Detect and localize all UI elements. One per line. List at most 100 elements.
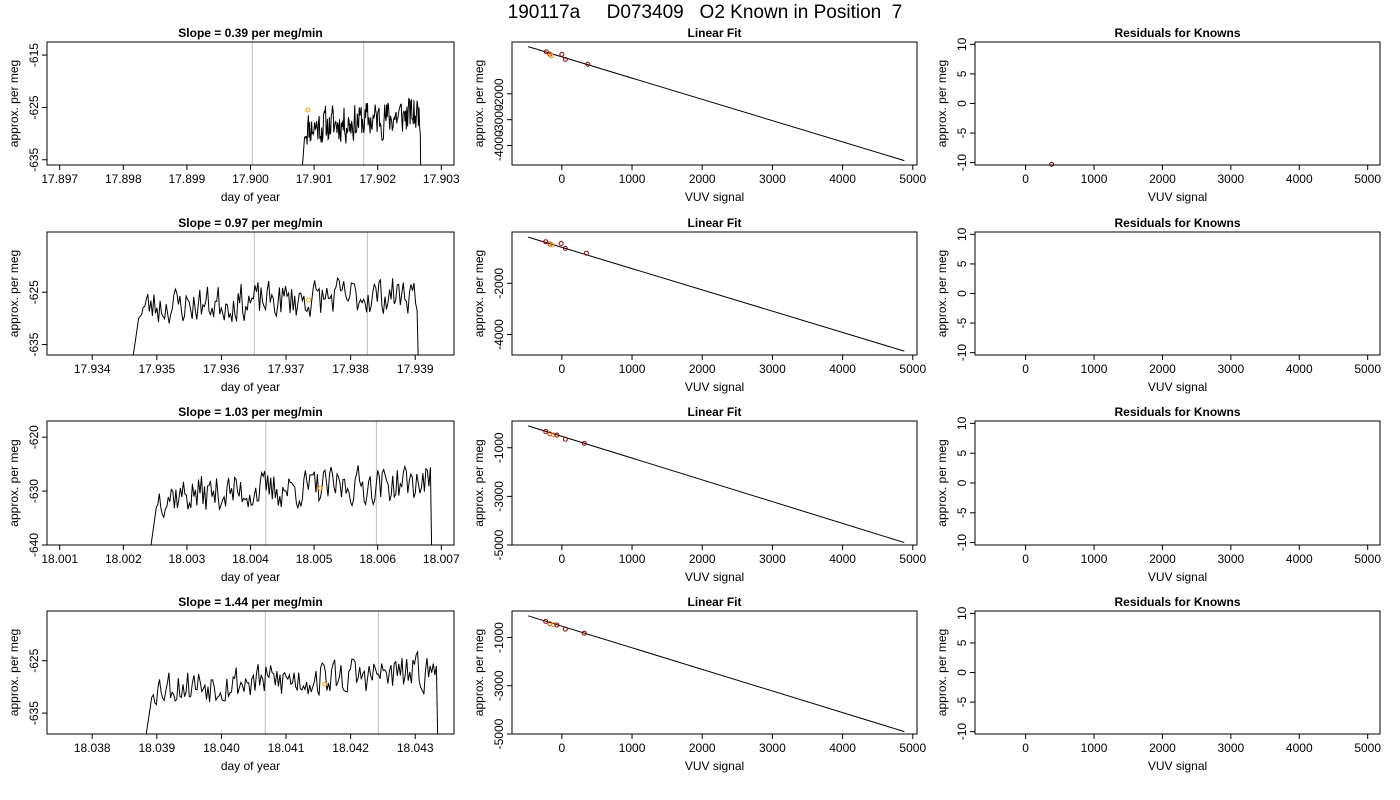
signal-trace — [132, 276, 419, 355]
y-tick-label: -10 — [955, 344, 969, 362]
y-axis-label: approx. per meg — [7, 439, 21, 526]
x-tick-label: 5000 — [899, 552, 926, 566]
y-tick-label: -3000 — [492, 104, 506, 135]
x-tick-label: 3000 — [1218, 552, 1245, 566]
x-axis-label: VUV signal — [685, 190, 744, 204]
y-tick-label: -625 — [27, 280, 41, 304]
data-point — [549, 242, 555, 248]
data-point — [585, 61, 591, 67]
panel-resid-2: Residuals for Knowns 0 1000 2000 3000 4000 500… — [935, 216, 1381, 394]
x-tick-label: 1000 — [619, 362, 646, 376]
data-point — [1049, 161, 1055, 167]
x-tick-label: 3000 — [1218, 741, 1245, 755]
x-tick-label: 4000 — [829, 362, 856, 376]
y-tick-label: 10 — [955, 37, 969, 51]
panel-title: Residuals for Knowns — [1114, 405, 1240, 419]
x-axis-label: VUV signal — [1148, 759, 1207, 773]
panel-title: Linear Fit — [687, 405, 741, 419]
y-tick-label: 0 — [955, 100, 969, 107]
x-tick-label: 18.039 — [138, 741, 175, 755]
y-tick-label: 0 — [955, 669, 969, 676]
panel-fit-4: Linear Fit 0 1000 2000 3000 4000 5000 -1000 -300… — [472, 595, 926, 773]
plot-frame — [46, 41, 455, 166]
signal-trace — [301, 97, 422, 165]
x-tick-label: 2000 — [689, 741, 716, 755]
y-tick-label: -10 — [955, 534, 969, 552]
y-axis-label: approx. per meg — [472, 439, 486, 526]
y-tick-label: -5 — [955, 507, 969, 518]
data-point — [306, 297, 312, 303]
plot-frame — [46, 231, 455, 356]
x-axis-label: VUV signal — [1148, 190, 1207, 204]
x-axis-label: day of year — [221, 380, 280, 394]
x-tick-label: 5000 — [899, 172, 926, 186]
x-tick-label: 4000 — [829, 172, 856, 186]
x-tick-label: 0 — [1022, 172, 1029, 186]
y-axis-label: approx. per meg — [7, 250, 21, 337]
fit-line — [527, 46, 905, 162]
plot-frame — [511, 420, 918, 546]
panel-time-3: Slope = 1.03 per meg/min 18.001 18.002 18.0… — [7, 405, 460, 584]
x-tick-label: 3000 — [759, 172, 786, 186]
x-tick-label: 17.897 — [41, 172, 78, 186]
y-axis-label: approx. per meg — [472, 629, 486, 716]
data-point — [322, 681, 328, 687]
data-point — [562, 436, 568, 442]
panel-title: Linear Fit — [687, 26, 741, 40]
x-tick-label: 1000 — [1081, 741, 1108, 755]
x-tick-label: 5000 — [1354, 362, 1381, 376]
panel-resid-1: Residuals for Knowns 0 1000 2000 3000 4000 500… — [935, 26, 1381, 204]
y-tick-label: 5 — [955, 260, 969, 267]
y-tick-label: -5 — [955, 317, 969, 328]
y-axis-label: approx. per meg — [935, 629, 949, 716]
x-axis-label: day of year — [221, 190, 280, 204]
x-tick-label: 18.001 — [41, 552, 78, 566]
x-tick-label: 1000 — [1081, 362, 1108, 376]
x-tick-label: 0 — [558, 741, 565, 755]
x-tick-label: 17.903 — [423, 172, 460, 186]
x-axis-label: day of year — [221, 759, 280, 773]
y-tick-label: -4000 — [492, 130, 506, 161]
plot-frame — [974, 231, 1381, 356]
data-point — [543, 49, 549, 55]
x-tick-label: 5000 — [1354, 172, 1381, 186]
x-tick-label: 2000 — [1149, 172, 1176, 186]
panel-title: Slope = 0.97 per meg/min — [178, 216, 322, 230]
x-axis-label: VUV signal — [685, 380, 744, 394]
data-point — [562, 56, 568, 62]
x-tick-label: 2000 — [1149, 552, 1176, 566]
x-tick-label: 17.902 — [359, 172, 396, 186]
y-tick-label: 0 — [955, 290, 969, 297]
x-tick-label: 17.937 — [268, 362, 305, 376]
x-tick-label: 2000 — [689, 552, 716, 566]
page-title: 190117a D073409 O2 Known in Position 7 — [508, 2, 903, 23]
x-tick-label: 18.002 — [105, 552, 142, 566]
panel-title: Residuals for Knowns — [1114, 216, 1240, 230]
signal-trace — [145, 650, 439, 734]
data-point — [581, 440, 587, 446]
x-tick-label: 18.041 — [268, 741, 305, 755]
x-tick-label: 18.006 — [359, 552, 396, 566]
data-point — [543, 239, 549, 245]
x-axis-label: VUV signal — [685, 570, 744, 584]
panel-title: Linear Fit — [687, 595, 741, 609]
y-axis-label: approx. per meg — [935, 439, 949, 526]
y-tick-label: -5000 — [492, 529, 506, 560]
plot-frame — [974, 41, 1381, 166]
x-tick-label: 0 — [1022, 552, 1029, 566]
x-tick-label: 3000 — [759, 552, 786, 566]
panel-title: Slope = 1.03 per meg/min — [178, 405, 322, 419]
panel-fit-2: Linear Fit 0 1000 2000 3000 4000 5000 -2000 -400… — [472, 216, 926, 394]
x-tick-label: 5000 — [899, 362, 926, 376]
panel-title: Linear Fit — [687, 216, 741, 230]
y-axis-label: approx. per meg — [7, 60, 21, 147]
plot-frame — [974, 420, 1381, 546]
y-tick-label: -2000 — [492, 268, 506, 299]
x-tick-label: 1000 — [619, 552, 646, 566]
y-axis-label: approx. per meg — [472, 60, 486, 147]
y-tick-label: -620 — [27, 425, 41, 449]
data-point — [559, 51, 565, 57]
x-tick-label: 17.934 — [74, 362, 111, 376]
y-tick-label: -2000 — [492, 78, 506, 109]
